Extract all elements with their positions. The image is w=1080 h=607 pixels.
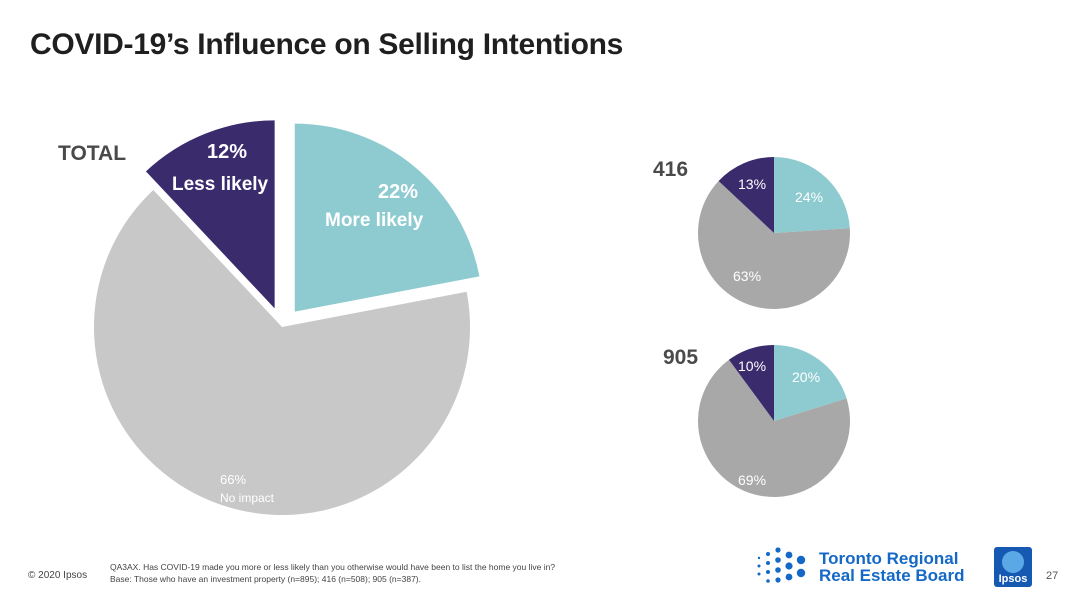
pie-value-label: 12% [207, 141, 247, 163]
trreb-dots-icon [755, 546, 813, 586]
trreb-line-2: Real Estate Board [819, 567, 965, 584]
page-number: 27 [1046, 570, 1058, 582]
pie-value-label: 66% [220, 472, 246, 487]
pie-value-label: 10% [738, 358, 766, 374]
pie-group-label: 905 [663, 346, 698, 369]
pie-value-label: 20% [792, 369, 820, 385]
footnote-question: QA3AX. Has COVID-19 made you more or les… [110, 561, 555, 573]
footnote-base: Base: Those who have an investment prope… [110, 573, 555, 585]
pie-416: 416 24% 63% 13% [653, 157, 850, 309]
pie-value-label: 69% [738, 472, 766, 488]
pie-total: TOTAL 22% More likely 66% No impact 12% Less l… [58, 120, 479, 515]
footnote: QA3AX. Has COVID-19 made you more or les… [110, 561, 555, 585]
trreb-name: Toronto Regional Real Estate Board [819, 550, 965, 584]
ipsos-logo-text: Ipsos [994, 573, 1032, 585]
pie-slice-name: Less likely [172, 174, 269, 195]
pie-value-label: 13% [738, 176, 766, 192]
pie-905: 905 20% 69% 10% [663, 345, 850, 497]
pie-value-label: 22% [378, 181, 418, 203]
pie-group-label: 416 [653, 158, 688, 181]
pie-group-label: TOTAL [58, 142, 126, 165]
pie-value-label: 24% [795, 189, 823, 205]
ipsos-circle-icon [1002, 551, 1024, 573]
pie-value-label: 63% [733, 268, 761, 284]
copyright: © 2020 Ipsos [28, 570, 87, 581]
pie-slice-name: No impact [220, 491, 275, 505]
trreb-line-1: Toronto Regional [819, 550, 965, 567]
ipsos-logo: Ipsos [994, 547, 1032, 587]
pie-slice-name: More likely [325, 210, 424, 231]
trreb-logo: Toronto Regional Real Estate Board [755, 546, 985, 586]
